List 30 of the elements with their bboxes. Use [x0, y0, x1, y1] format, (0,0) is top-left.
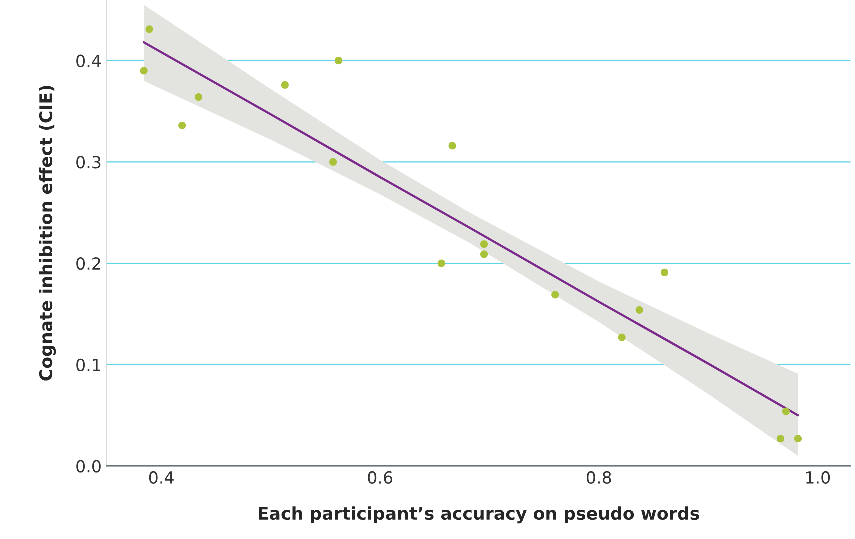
- point: [178, 122, 186, 130]
- point: [146, 26, 154, 34]
- point: [330, 158, 338, 166]
- x-tick-label: 1.0: [806, 471, 830, 484]
- line-series: [142, 41, 800, 417]
- y-tick-label: 0.4: [76, 54, 102, 68]
- x-axis-title: Each participant’s accuracy on pseudo words: [259, 506, 700, 524]
- y-tick-label: 0.0: [76, 460, 101, 473]
- point: [776, 435, 785, 443]
- point: [334, 57, 343, 65]
- x-tick-label: 0.6: [368, 471, 393, 484]
- y-axis-title: Cognate inhibition effect (CIE): [39, 86, 56, 381]
- point: [480, 250, 488, 258]
- y-tick-label: 0.2: [76, 257, 100, 270]
- point: [438, 260, 446, 268]
- point: [782, 408, 790, 416]
- point: [448, 142, 456, 150]
- x-tick-label: 0.4: [149, 471, 174, 484]
- point: [480, 240, 488, 248]
- point: [140, 67, 148, 75]
- y-tick-label: 0.1: [76, 358, 100, 372]
- point: [618, 334, 626, 342]
- point: [281, 81, 289, 89]
- point: [794, 435, 802, 443]
- point: [194, 94, 203, 102]
- point: [660, 268, 669, 276]
- y-tick-label: 0.3: [76, 156, 101, 169]
- point: [552, 291, 560, 299]
- point: [636, 306, 644, 314]
- x-tick-label: 0.8: [586, 471, 612, 484]
